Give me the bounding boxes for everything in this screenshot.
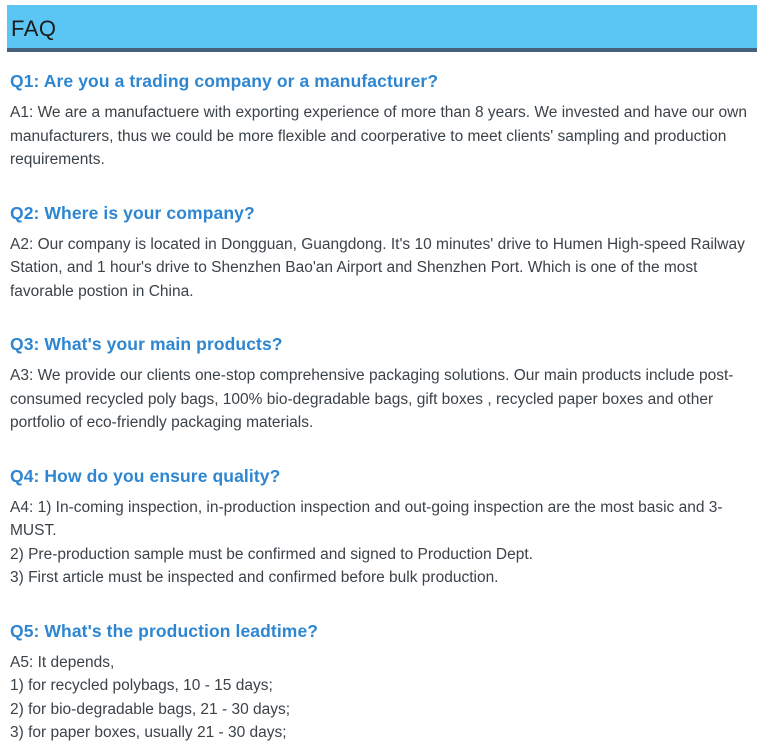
faq-answer: A4: 1) In-coming inspection, in-producti… <box>10 496 753 590</box>
faq-answer-line: 4) for paper hangtags or labels, 10 - 15… <box>10 745 753 748</box>
faq-answer-line: 3) First article must be inspected and c… <box>10 569 499 586</box>
faq-answer-line: A1: We are a manufactuere with exporting… <box>10 104 747 168</box>
faq-question: Q5: What's the production leadtime? <box>10 620 319 641</box>
faq-section: Q2: Where is your company? A2: Our compan… <box>10 203 753 304</box>
faq-question: Q2: Where is your company? <box>10 202 255 223</box>
faq-section: Q3: What's your main products? A3: We pro… <box>10 334 753 435</box>
faq-answer-line: A3: We provide our clients one-stop comp… <box>10 367 734 431</box>
faq-answer: A1: We are a manufactuere with exporting… <box>10 101 753 172</box>
faq-answer-line: 2) for bio-degradable bags, 21 - 30 days… <box>10 700 291 718</box>
faq-section: Q5: What's the production leadtime? A5: I… <box>10 621 753 748</box>
faq-answer-line: A2: Our company is located in Dongguan, … <box>10 235 745 300</box>
faq-answer: A5: It depends, 1) for recycled polybags,… <box>10 651 753 748</box>
faq-answer: A2: Our company is located in Dongguan, … <box>10 233 753 304</box>
faq-answer-line: A4: 1) In-coming inspection, in-producti… <box>10 498 723 540</box>
page-title: FAQ <box>11 16 57 41</box>
faq-answer-line: 1) for recycled polybags, 10 - 15 days; <box>10 677 273 694</box>
faq-section: Q4: How do you ensure quality? A4: 1) In-… <box>10 466 753 590</box>
faq-sections: Q1: Are you a trading company or a manuf… <box>0 52 765 748</box>
faq-header-bar: FAQ <box>7 5 757 52</box>
faq-question: Q4: How do you ensure quality? <box>10 465 281 486</box>
faq-section: Q1: Are you a trading company or a manuf… <box>10 71 753 172</box>
faq-question: Q3: What's your main products? <box>10 334 283 354</box>
faq-answer-line: A5: It depends, <box>10 653 115 671</box>
faq-answer: A3: We provide our clients one-stop comp… <box>10 364 753 435</box>
faq-answer-line: 2) Pre-production sample must be confirm… <box>10 545 533 563</box>
faq-question: Q1: Are you a trading company or a manuf… <box>10 71 439 91</box>
faq-answer-line: 3) for paper boxes, usually 21 - 30 days… <box>10 724 287 741</box>
